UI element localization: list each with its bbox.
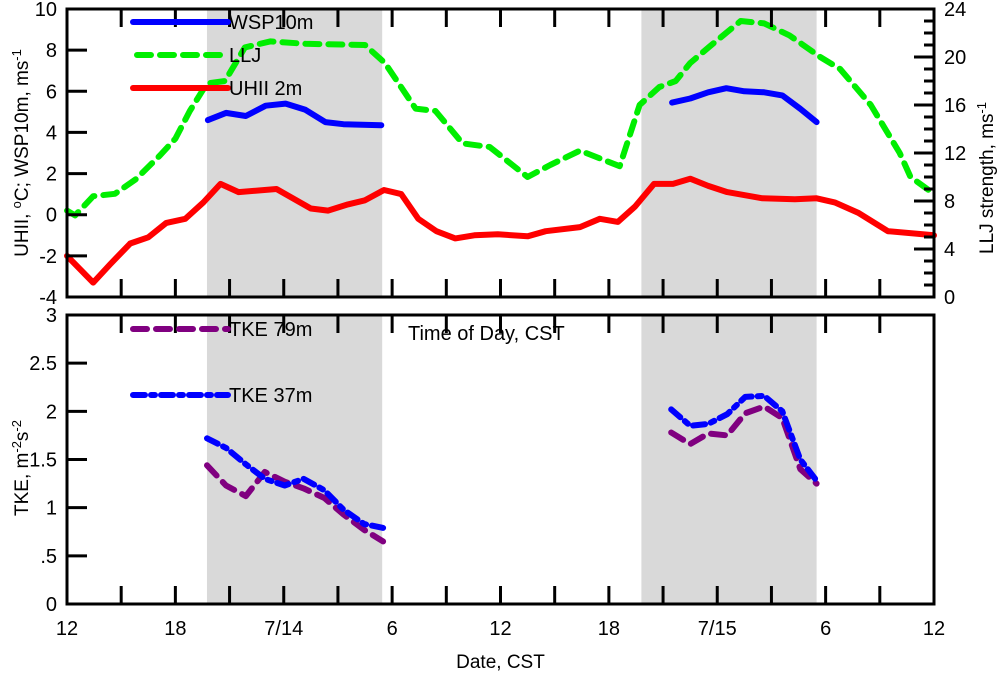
top-y-tick-label: -4 [39,287,57,309]
bottom-y-tick-label: 0 [46,594,57,616]
top-y2-tick-label: 16 [944,95,966,117]
series-wsp10m-line-2 [669,85,820,126]
bottom-y-tick-label: 2.5 [29,353,57,375]
x-tick-label: 6 [820,618,831,640]
legend-label-llj: LLJ [229,45,261,67]
bottom-y-tick-label: 2 [46,401,57,423]
series-wsp10m-line-1 [204,100,385,129]
series-uhii-2m-line-1 [64,175,937,286]
x-tick-label: 18 [598,618,620,640]
x-tick-label: 12 [56,618,78,640]
night-shading-1 [206,315,383,604]
series-tke-37m-line-1 [204,435,387,531]
top-legend: WSP10m LLJ UHII 2m [130,12,313,100]
top-y-tick-label: 0 [46,205,57,227]
series-llj-line-1 [64,18,937,219]
top-y2-tick-label: 8 [944,191,955,213]
top-shading [206,9,817,297]
x-tick-label: 6 [387,618,398,640]
legend-label-uhii-2m: UHII 2m [229,78,302,100]
night-shading-2 [641,9,817,297]
legend-label-tke-37m: TKE 37m [229,385,312,407]
x-tick-label: 7/14 [264,618,303,640]
night-shading-2 [641,315,817,604]
top-y2-axis-label: LLJ strength, ms-1 [974,102,999,254]
bottom-shading [206,315,817,604]
x-tick-label: 12 [489,618,511,640]
top-y-tick-label: 6 [46,81,57,103]
x-axis-label: Date, CST [456,652,545,673]
top-y-tick-label: 8 [46,40,57,62]
bottom-panel: 12 18 7/14 6 12 18 7/15 6 120.511.522.53 TKE 79m… [9,305,946,673]
x-tick-label: 12 [923,618,945,640]
x-tick-label: 18 [164,618,186,640]
time-of-day-annotation: Time of Day, CST [408,323,565,345]
top-y2-tick-label: 24 [944,0,966,21]
top-y-tick-label: 2 [46,164,57,186]
legend-label-tke-79m: TKE 79m [229,319,312,341]
top-y-tick-label: 4 [46,122,57,144]
top-y-tick-label: -2 [39,246,57,268]
top-y2-tick-label: 12 [944,143,966,165]
bottom-legend: TKE 79m TKE 37m [130,319,312,407]
top-y-axis-label: UHII, oC; WSP10m, ms-1 [9,49,34,257]
bottom-y-axis-label: TKE, m-2s-2 [9,420,34,516]
top-y2-tick-label: 4 [944,239,955,261]
bottom-y-tick-label: 1.5 [29,450,57,472]
bottom-series [204,392,820,545]
bottom-y-tick-label: .5 [40,546,57,568]
top-series [64,18,937,286]
top-y2-tick-label: 20 [944,47,966,69]
series-tke-79m-line-2 [668,403,820,487]
top-y2-tick-label: 0 [944,287,955,309]
legend-label-wsp10m: WSP10m [229,12,313,34]
top-y-tick-label: 10 [35,0,57,21]
bottom-y-tick-label: 3 [46,305,57,327]
bottom-ticks: 12 18 7/14 6 12 18 7/15 6 120.511.522.53 [29,305,945,640]
night-shading-1 [206,9,383,297]
bottom-y-tick-label: 1 [46,498,57,520]
x-tick-label: 7/15 [698,618,737,640]
series-tke-37m-line-2 [668,392,820,484]
